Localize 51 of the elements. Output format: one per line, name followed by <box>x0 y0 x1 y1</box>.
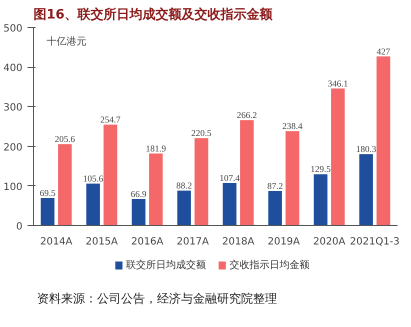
bar <box>40 198 54 226</box>
x-tick-label: 2019A <box>268 236 300 248</box>
text: 资料来源：公司公告，经济与金融研究院整理 <box>37 292 278 306</box>
data-label: 346.1 <box>328 78 348 88</box>
x-tick-label: 2016A <box>131 236 164 248</box>
data-label: 88.2 <box>176 180 192 191</box>
data-label: 69.5 <box>40 188 56 198</box>
y-tick-label: 100 <box>3 182 23 193</box>
chart-title: 图16、联交所日均成交额及交收指示金额 <box>34 6 274 22</box>
legend-label: 联交所日均成交额 <box>126 259 206 271</box>
bar <box>177 190 191 226</box>
y-axis-title: 十亿港元 <box>46 36 86 48</box>
data-label: 87.2 <box>267 180 283 191</box>
data-label: 205.6 <box>54 134 76 144</box>
bar <box>194 138 208 226</box>
bar <box>132 199 146 226</box>
bar <box>222 182 236 226</box>
bar <box>331 88 345 226</box>
bar <box>376 56 390 226</box>
data-label: 254.7 <box>100 114 122 125</box>
y-tick-label: 0 <box>16 222 23 232</box>
bar <box>240 120 254 226</box>
data-label: 66.9 <box>130 189 147 200</box>
bar <box>104 124 118 226</box>
x-tick-label: 2014A <box>40 236 73 248</box>
data-label: 427 <box>376 46 391 56</box>
y-tick-label: 400 <box>3 63 23 74</box>
bar <box>314 174 328 226</box>
data-label: 266.2 <box>236 110 258 120</box>
data-label: 180.3 <box>356 144 377 154</box>
legend-label: 交收指示日均金额 <box>229 259 310 271</box>
x-tick-label: 2021Q1-3 <box>350 236 400 248</box>
bar <box>286 131 300 226</box>
data-label: 181.9 <box>146 143 167 154</box>
data-label: 238.4 <box>282 121 304 132</box>
bar <box>359 154 373 226</box>
x-tick-label: 2018A <box>222 236 255 248</box>
y-tick-label: 300 <box>3 102 23 114</box>
y-tick-label: 200 <box>3 142 23 154</box>
x-tick-label: 2017A <box>176 236 210 248</box>
x-tick-label: 2020A <box>313 236 346 248</box>
y-tick-label: 500 <box>3 24 23 34</box>
bar <box>58 144 72 226</box>
data-label: 220.5 <box>191 128 212 138</box>
data-label: 129.5 <box>310 164 332 174</box>
bar <box>149 153 163 226</box>
bar <box>268 190 282 226</box>
data-label: 105.6 <box>82 174 104 184</box>
data-label: 107.4 <box>219 172 240 183</box>
x-tick-label: 2015A <box>86 236 118 248</box>
bar <box>86 184 100 226</box>
